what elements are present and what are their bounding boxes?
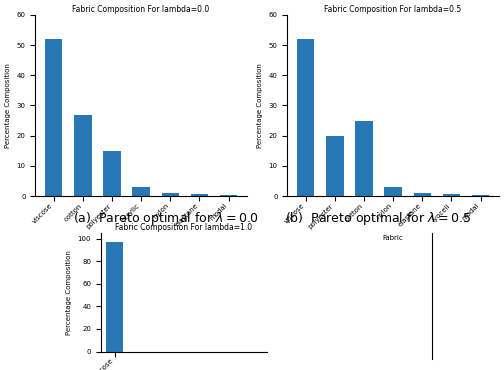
- Bar: [413, 193, 431, 196]
- X-axis label: Fabric: Fabric: [383, 235, 404, 241]
- Bar: [355, 121, 373, 196]
- Bar: [45, 39, 62, 196]
- Bar: [103, 151, 121, 196]
- X-axis label: Fabric: Fabric: [131, 235, 152, 241]
- Text: (a)  Pareto optimal for $\lambda = 0.0$: (a) Pareto optimal for $\lambda = 0.0$: [73, 210, 259, 227]
- Y-axis label: Percentage Composition: Percentage Composition: [257, 63, 263, 148]
- Title: Fabric Composition For lambda=0.0: Fabric Composition For lambda=0.0: [73, 5, 210, 14]
- Bar: [161, 193, 179, 196]
- Bar: [385, 187, 402, 196]
- Bar: [191, 194, 208, 196]
- Bar: [326, 136, 344, 196]
- Y-axis label: Percentage Composition: Percentage Composition: [5, 63, 11, 148]
- Bar: [472, 195, 489, 196]
- Title: Fabric Composition For lambda=0.5: Fabric Composition For lambda=0.5: [325, 5, 462, 14]
- Bar: [106, 242, 123, 352]
- Bar: [220, 195, 237, 196]
- Text: (b)  Pareto optimal for $\lambda = 0.5$: (b) Pareto optimal for $\lambda = 0.5$: [285, 210, 471, 227]
- Bar: [443, 194, 460, 196]
- Bar: [297, 39, 314, 196]
- Y-axis label: Percentage Composition: Percentage Composition: [66, 250, 72, 335]
- Bar: [74, 115, 92, 196]
- Bar: [133, 187, 150, 196]
- Title: Fabric Composition For lambda=1.0: Fabric Composition For lambda=1.0: [115, 223, 253, 232]
